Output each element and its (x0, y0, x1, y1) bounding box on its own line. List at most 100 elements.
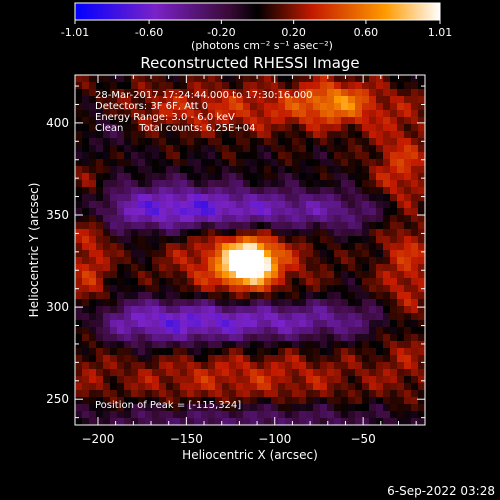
heatmap-cell (159, 103, 167, 111)
heatmap-cell (320, 271, 328, 279)
heatmap-cell (215, 264, 223, 272)
heatmap-cell (411, 89, 419, 97)
heatmap-cell (334, 236, 342, 244)
heatmap-cell (285, 194, 293, 202)
heatmap-cell (152, 397, 160, 405)
heatmap-cell (362, 229, 370, 237)
heatmap-cell (383, 411, 391, 419)
heatmap-cell (173, 201, 181, 209)
heatmap-cell (397, 355, 405, 363)
heatmap-cell (257, 278, 265, 286)
heatmap-cell (299, 355, 307, 363)
heatmap-cell (397, 404, 405, 412)
heatmap-cell (138, 138, 146, 146)
heatmap-cell (89, 299, 97, 307)
heatmap-cell (187, 82, 195, 90)
heatmap-cell (180, 215, 188, 223)
heatmap-cell (145, 180, 153, 188)
heatmap-cell (250, 180, 258, 188)
heatmap-cell (313, 257, 321, 265)
heatmap-cell (411, 75, 419, 83)
heatmap-cell (152, 250, 160, 258)
heatmap-cell (229, 355, 237, 363)
heatmap-cell (299, 194, 307, 202)
heatmap-cell (229, 285, 237, 293)
heatmap-cell (236, 194, 244, 202)
heatmap-cell (404, 341, 412, 349)
heatmap-cell (418, 89, 426, 97)
heatmap-cell (194, 271, 202, 279)
annotation-time-range: 28-Mar-2017 17:24:44.000 to 17:30:16.000 (95, 90, 313, 101)
heatmap-cell (250, 292, 258, 300)
heatmap-cell (201, 243, 209, 251)
heatmap-cell (285, 173, 293, 181)
heatmap-cell (117, 194, 125, 202)
heatmap-cell (341, 222, 349, 230)
heatmap-cell (278, 383, 286, 391)
heatmap-cell (257, 229, 265, 237)
heatmap-cell (327, 404, 335, 412)
heatmap-cell (96, 411, 104, 419)
heatmap-cell (124, 159, 132, 167)
heatmap-cell (201, 404, 209, 412)
heatmap-cell (243, 390, 251, 398)
heatmap-cell (257, 152, 265, 160)
heatmap-cell (285, 96, 293, 104)
heatmap-cell (313, 194, 321, 202)
heatmap-cell (418, 411, 426, 419)
heatmap-cell (397, 250, 405, 258)
heatmap-cell (369, 145, 377, 153)
heatmap-cell (208, 390, 216, 398)
heatmap-cell (355, 299, 363, 307)
heatmap-cell (180, 341, 188, 349)
heatmap-cell (264, 404, 272, 412)
heatmap-cell (124, 334, 132, 342)
heatmap-cell (145, 369, 153, 377)
heatmap-cell (313, 145, 321, 153)
heatmap-cell (250, 194, 258, 202)
heatmap-cell (103, 145, 111, 153)
heatmap-cell (376, 355, 384, 363)
heatmap-cell (222, 292, 230, 300)
heatmap-cell (194, 75, 202, 83)
heatmap-cell (278, 348, 286, 356)
heatmap-cell (236, 250, 244, 258)
heatmap-cell (390, 376, 398, 384)
heatmap-cell (327, 299, 335, 307)
heatmap-cell (124, 131, 132, 139)
heatmap-cell (264, 285, 272, 293)
heatmap-cell (243, 187, 251, 195)
colorbar-tick-label: 0.60 (354, 26, 379, 39)
heatmap-cell (278, 215, 286, 223)
heatmap-cell (292, 341, 300, 349)
heatmap-cell (96, 271, 104, 279)
heatmap-cell (334, 89, 342, 97)
heatmap-cell (390, 306, 398, 314)
heatmap-cell (383, 229, 391, 237)
heatmap-cell (131, 208, 139, 216)
heatmap-cell (96, 173, 104, 181)
heatmap-cell (292, 376, 300, 384)
heatmap-cell (390, 390, 398, 398)
heatmap-cell (75, 341, 83, 349)
heatmap-cell (124, 82, 132, 90)
heatmap-cell (376, 299, 384, 307)
heatmap-cell (348, 145, 356, 153)
heatmap-cell (89, 383, 97, 391)
heatmap-cell (306, 390, 314, 398)
heatmap-cell (327, 397, 335, 405)
heatmap-cell (264, 215, 272, 223)
heatmap-cell (208, 383, 216, 391)
heatmap-cell (180, 117, 188, 125)
heatmap-cell (208, 222, 216, 230)
heatmap-cell (411, 362, 419, 370)
heatmap-cell (327, 222, 335, 230)
heatmap-cell (124, 215, 132, 223)
heatmap-cell (320, 89, 328, 97)
heatmap-cell (257, 96, 265, 104)
heatmap-cell (306, 411, 314, 419)
heatmap-cell (348, 327, 356, 335)
heatmap-cell (320, 264, 328, 272)
heatmap-cell (376, 166, 384, 174)
heatmap-cell (278, 334, 286, 342)
